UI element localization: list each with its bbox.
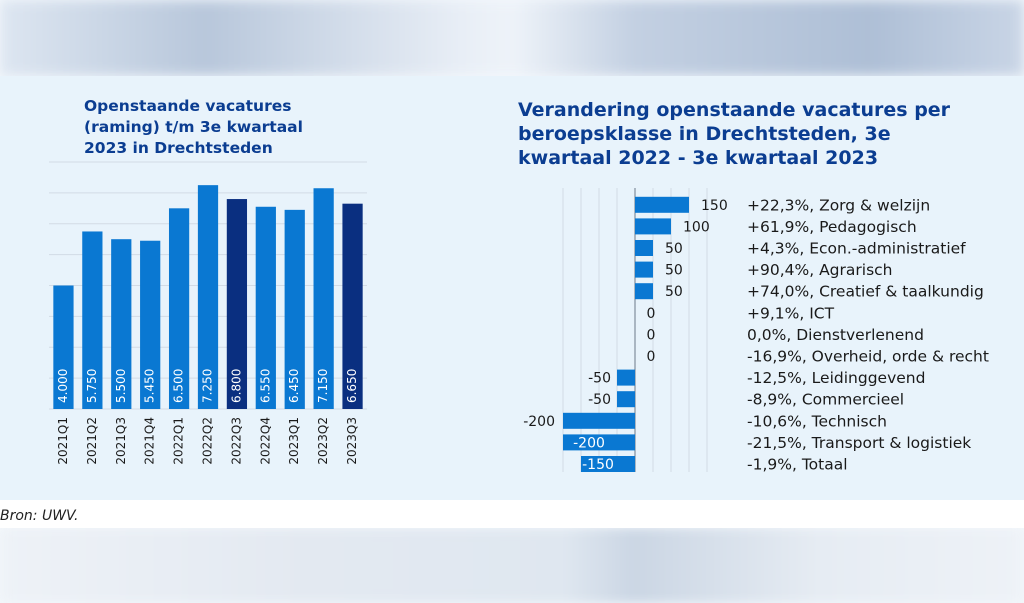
blurred-background-top bbox=[0, 0, 1024, 76]
bar-2023Q3 bbox=[342, 203, 363, 409]
bar-value-label: 5.500 bbox=[114, 369, 128, 403]
hbar-11 bbox=[563, 434, 635, 451]
bar-2022Q2 bbox=[197, 185, 219, 409]
bar-2021Q3 bbox=[111, 239, 132, 409]
category-label: +9,1%, ICT bbox=[747, 304, 835, 322]
bar-value-label: 4.000 bbox=[56, 369, 70, 403]
hbar-value-label: -200 bbox=[523, 414, 555, 430]
caption-bar bbox=[0, 500, 1024, 528]
bar-value-label: 6.500 bbox=[172, 369, 186, 403]
hbar-2 bbox=[635, 240, 653, 256]
hbar-value-label: -200 bbox=[573, 435, 605, 451]
bar-2022Q1 bbox=[168, 208, 190, 409]
bar-2021Q1 bbox=[53, 285, 74, 409]
right-chart-title: Verandering openstaande vacatures per be… bbox=[518, 99, 951, 169]
hbar-value-label: -50 bbox=[588, 392, 611, 408]
bar-value-label: 5.450 bbox=[143, 369, 157, 403]
hbar-value-label: 0 bbox=[647, 349, 656, 365]
category-label: -1,9%, Totaal bbox=[747, 456, 848, 474]
x-tick-label: 2023Q2 bbox=[316, 417, 330, 465]
quarterly-vacancies-bar-chart: 4.000 2021Q1 5.750 2021Q2 5.500 2021Q3 5.450 20… bbox=[49, 161, 367, 465]
bar-2021Q4 bbox=[140, 240, 161, 409]
hbar-value-label: 50 bbox=[665, 284, 683, 300]
hbar-value-label: 100 bbox=[683, 219, 710, 235]
x-tick-label: 2023Q3 bbox=[345, 417, 359, 465]
bar-2022Q3 bbox=[226, 199, 248, 409]
category-label: +4,3%, Econ.-administratief bbox=[747, 240, 966, 258]
bar-2023Q1 bbox=[284, 209, 305, 409]
bar-2023Q2 bbox=[313, 188, 334, 409]
hbar-value-label: 50 bbox=[665, 241, 683, 257]
bar-value-label: 7.250 bbox=[201, 369, 215, 403]
hbar-4 bbox=[635, 283, 653, 300]
bar-value-label: 6.800 bbox=[229, 369, 243, 403]
category-label: 0,0%, Dienstverlenend bbox=[747, 326, 924, 344]
x-tick-label: 2021Q4 bbox=[143, 417, 157, 465]
hbar-value-label: 0 bbox=[647, 306, 656, 322]
bar-2022Q4 bbox=[255, 206, 276, 409]
hbar-9 bbox=[617, 391, 635, 408]
x-tick-label: 2022Q3 bbox=[229, 417, 243, 465]
hbar-12 bbox=[581, 456, 635, 472]
bar-2021Q2 bbox=[82, 231, 103, 409]
category-label: +22,3%, Zorg & welzijn bbox=[747, 196, 930, 214]
blurred-background-bottom bbox=[0, 528, 1024, 603]
x-tick-label: 2022Q4 bbox=[258, 417, 272, 465]
x-tick-label: 2021Q1 bbox=[56, 417, 70, 465]
category-label: -21,5%, Transport & logistiek bbox=[747, 434, 971, 452]
bar-value-label: 6.650 bbox=[345, 369, 359, 403]
category-label: +74,0%, Creatief & taalkundig bbox=[747, 283, 984, 301]
hbar-value-label: 0 bbox=[647, 327, 656, 343]
x-tick-label: 2023Q1 bbox=[287, 417, 301, 465]
hbar-value-label: -150 bbox=[582, 457, 614, 473]
hbar-value-label: -50 bbox=[588, 371, 611, 387]
category-label: -10,6%, Technisch bbox=[747, 412, 887, 430]
source-note: Bron: UWV. bbox=[0, 508, 79, 524]
x-tick-label: 2021Q2 bbox=[85, 417, 99, 465]
left-chart-title: Openstaande vacatures (raming) t/m 3e kw… bbox=[84, 97, 303, 157]
hbar-8 bbox=[617, 369, 635, 386]
hbar-10 bbox=[563, 412, 635, 429]
bar-value-label: 6.450 bbox=[287, 369, 301, 403]
bar-value-label: 5.750 bbox=[85, 369, 99, 403]
x-tick-label: 2021Q3 bbox=[114, 417, 128, 465]
x-tick-label: 2022Q1 bbox=[172, 417, 186, 465]
bar-value-label: 6.550 bbox=[258, 369, 272, 403]
hbar-1 bbox=[635, 218, 671, 235]
hbar-value-label: 150 bbox=[701, 198, 728, 214]
hbar-3 bbox=[635, 261, 653, 278]
category-label: -16,9%, Overheid, orde & recht bbox=[747, 348, 989, 366]
hbar-0 bbox=[635, 196, 689, 213]
category-label: -8,9%, Commercieel bbox=[747, 391, 904, 409]
category-label: +90,4%, Agrarisch bbox=[747, 261, 893, 279]
category-label: -12,5%, Leidinggevend bbox=[747, 369, 925, 387]
vacancy-change-by-profession-chart: 150 +22,3%, Zorg & welzijn 100 +61,9%, Peda… bbox=[523, 188, 989, 474]
x-tick-label: 2022Q2 bbox=[201, 417, 215, 465]
category-label: +61,9%, Pedagogisch bbox=[747, 218, 917, 236]
bar-value-label: 7.150 bbox=[316, 369, 330, 403]
hbar-value-label: 50 bbox=[665, 263, 683, 279]
